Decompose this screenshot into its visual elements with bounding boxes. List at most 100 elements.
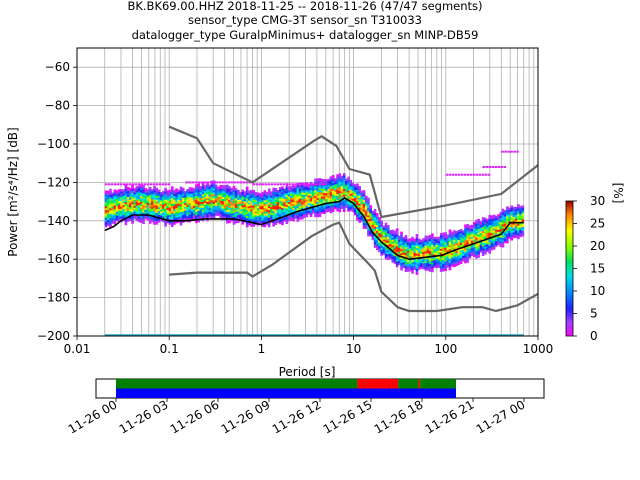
heatmap-cell <box>356 200 359 204</box>
heatmap-cell <box>129 195 132 198</box>
heatmap-cell <box>506 233 509 236</box>
heatmap-cell <box>495 225 498 228</box>
heatmap-cell <box>153 189 156 193</box>
heatmap-cell <box>186 198 189 202</box>
heatmap-cell <box>113 222 117 225</box>
heatmap-cell <box>411 261 414 265</box>
heatmap-cell <box>420 247 423 250</box>
heatmap-cell <box>230 197 234 201</box>
heatmap-cell <box>157 218 161 221</box>
heatmap-cell <box>475 244 478 248</box>
heatmap-cell <box>281 188 284 191</box>
heatmap-cell <box>215 194 218 197</box>
heatmap-cell <box>373 232 377 235</box>
heatmap-cell <box>181 210 185 214</box>
heatmap-cell <box>135 201 139 204</box>
heatmap-cell <box>263 217 267 220</box>
heatmap-cell <box>190 210 194 213</box>
heatmap-cell <box>292 190 295 193</box>
heatmap-cell <box>464 247 467 250</box>
heatmap-cell <box>203 211 207 215</box>
heatmap-cell <box>415 260 419 264</box>
heatmap-cell <box>320 205 324 209</box>
heatmap-cell <box>252 199 256 202</box>
heatmap-cell <box>241 199 245 202</box>
heatmap-cell <box>336 185 339 189</box>
heatmap-cell <box>142 212 145 215</box>
heatmap-cell <box>197 212 200 215</box>
heatmap-cell <box>203 198 207 201</box>
heatmap-cell <box>484 232 487 236</box>
heatmap-cell <box>473 250 476 254</box>
heatmap-cell <box>278 221 282 225</box>
heatmap-cell <box>179 200 183 203</box>
heatmap-cell <box>175 211 178 214</box>
heatmap-cell <box>314 209 317 212</box>
heatmap-cell <box>464 255 467 258</box>
heatmap-cell <box>358 214 361 218</box>
heatmap-cell <box>448 231 452 234</box>
heatmap-cell <box>479 244 483 247</box>
heatmap-cell <box>245 207 249 211</box>
heatmap-cell <box>382 240 386 244</box>
heatmap-cell <box>164 201 167 204</box>
heatmap-cell <box>481 173 485 176</box>
heatmap-cell <box>318 210 322 214</box>
heatmap-cell <box>422 249 425 253</box>
heatmap-cell <box>459 259 463 263</box>
heatmap-cell <box>420 241 423 244</box>
heatmap-cell <box>503 236 507 240</box>
heatmap-cell <box>159 207 163 210</box>
heatmap-cell <box>362 220 366 224</box>
heatmap-cell <box>384 228 388 231</box>
heatmap-cell <box>254 213 258 216</box>
heatmap-cell <box>258 183 261 186</box>
heatmap-cell <box>285 221 289 225</box>
heatmap-cell <box>221 211 225 215</box>
heatmap-cell <box>270 197 273 200</box>
heatmap-cell <box>431 235 434 238</box>
heatmap-cell <box>402 250 406 253</box>
heatmap-cell <box>234 209 238 212</box>
heatmap-cell <box>457 237 461 241</box>
heatmap-cell <box>131 204 134 207</box>
heatmap-cell <box>186 208 189 211</box>
heatmap-cell <box>274 197 278 200</box>
heatmap-cell <box>184 206 187 209</box>
heatmap-cell <box>428 252 432 255</box>
heatmap-cell <box>137 216 141 219</box>
heatmap-cell <box>466 235 469 238</box>
heatmap-cell <box>342 192 346 195</box>
heatmap-cell <box>481 217 485 220</box>
heatmap-cell <box>281 216 284 220</box>
heatmap-cell <box>375 222 379 226</box>
heatmap-cell <box>137 217 141 221</box>
heatmap-cell <box>199 216 203 220</box>
heatmap-cell <box>195 184 198 187</box>
heatmap-cell <box>192 216 196 220</box>
heatmap-cell <box>409 249 412 253</box>
heatmap-cell <box>307 210 311 213</box>
heatmap-cell <box>177 201 181 204</box>
heatmap-cell <box>519 223 522 226</box>
heatmap-cell <box>391 241 395 244</box>
heatmap-cell <box>448 260 452 263</box>
heatmap-cell <box>241 206 245 210</box>
heatmap-cell <box>435 238 439 242</box>
heatmap-cell <box>164 216 167 219</box>
heatmap-cell <box>444 245 447 249</box>
heatmap-cell <box>316 207 320 210</box>
heatmap-cell <box>446 263 450 266</box>
heatmap-cell <box>455 246 458 249</box>
heatmap-cell <box>252 209 256 212</box>
heatmap-cell <box>318 208 322 212</box>
heatmap-cell <box>140 214 143 218</box>
heatmap-cell <box>234 203 238 207</box>
heatmap-cell <box>512 208 516 212</box>
heatmap-cell <box>203 213 207 217</box>
heatmap-cell <box>210 211 214 214</box>
heatmap-cell <box>398 256 401 260</box>
heatmap-cell <box>508 226 511 230</box>
heatmap-cell <box>391 254 395 258</box>
heatmap-cell <box>292 199 295 203</box>
